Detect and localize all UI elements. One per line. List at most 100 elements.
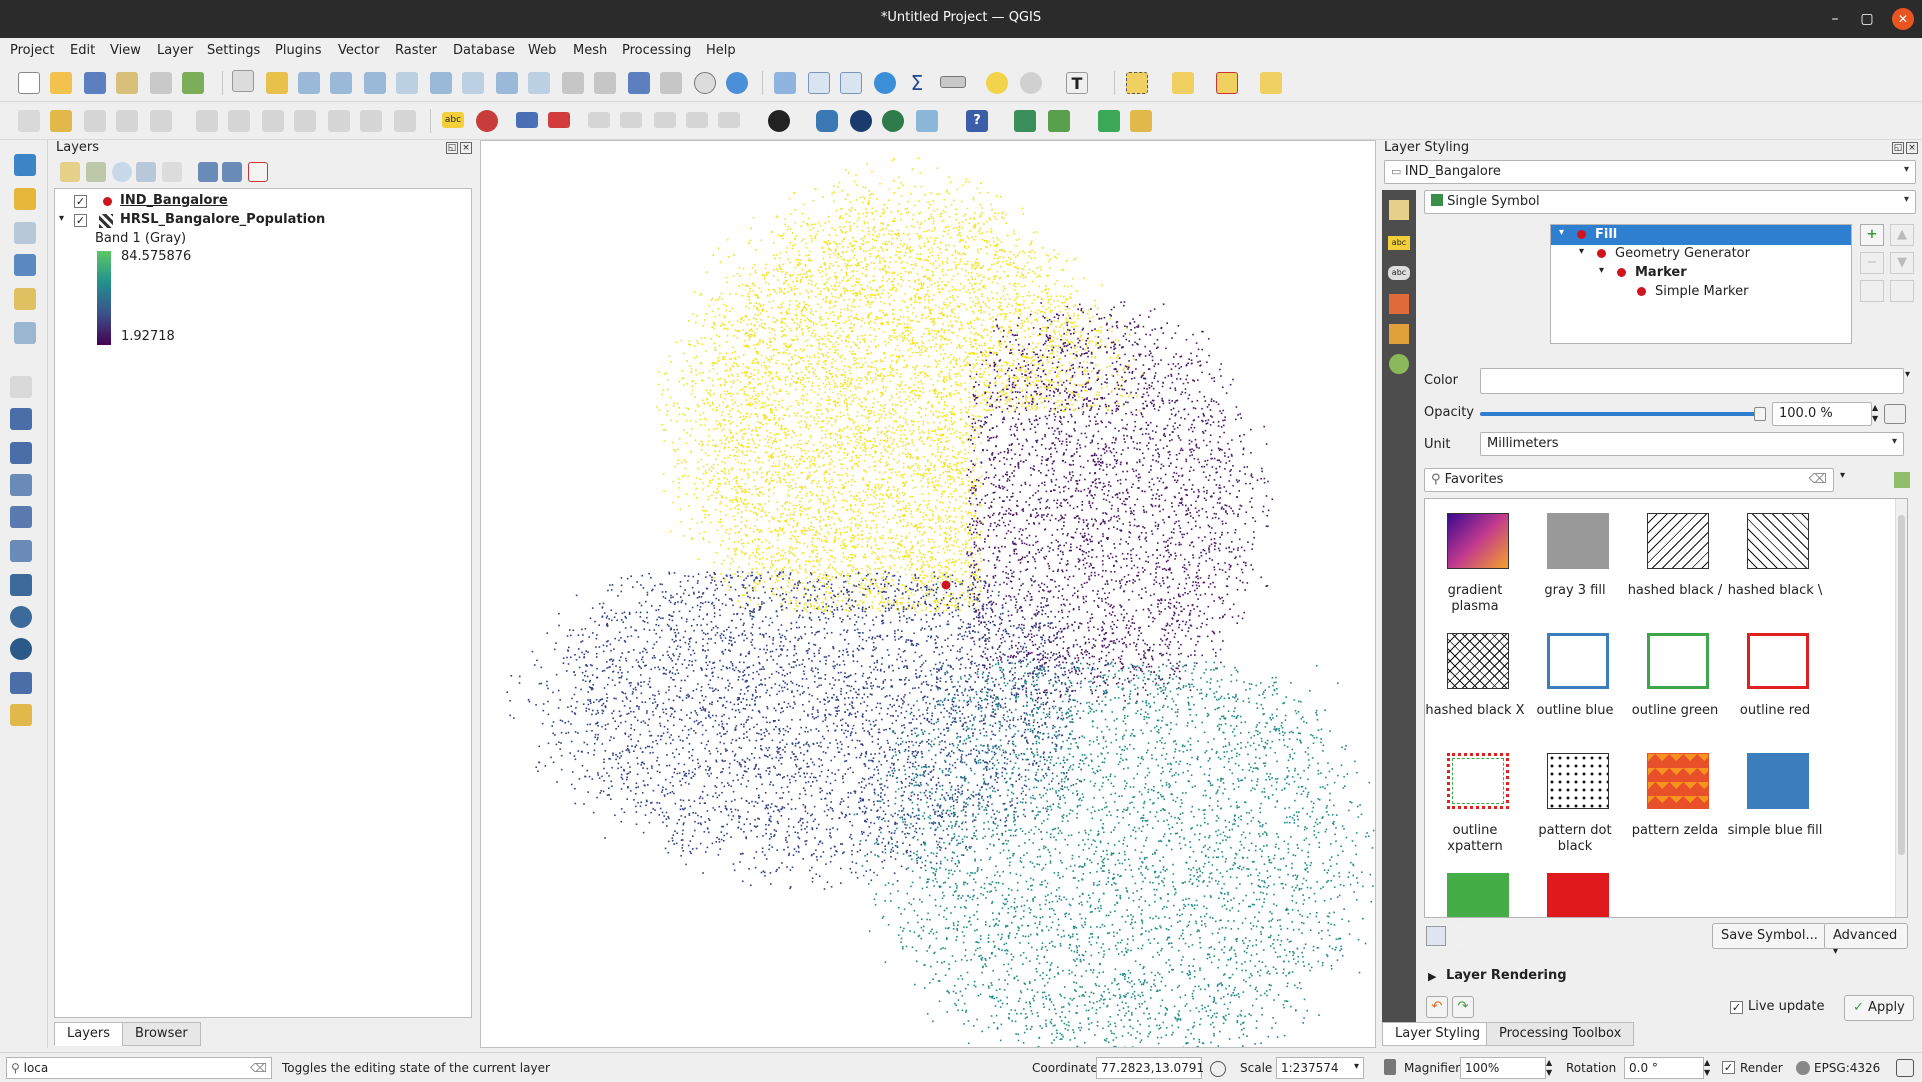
unpin-label-icon[interactable] xyxy=(718,112,740,128)
modify-attributes-icon[interactable] xyxy=(196,110,218,132)
live-update-checkbox[interactable]: ✓ xyxy=(1730,1001,1743,1014)
tree-item-fill[interactable]: Fill xyxy=(1595,227,1618,242)
zoom-native-icon[interactable] xyxy=(462,72,484,94)
add-mesh-layer-icon[interactable] xyxy=(10,442,32,464)
select-features-icon[interactable] xyxy=(1126,72,1148,94)
style-manager-icon[interactable] xyxy=(182,72,204,94)
minimize-button[interactable]: – xyxy=(1831,11,1839,27)
layer-combo[interactable]: ▭ IND_Bangalore ▾ xyxy=(1384,160,1916,184)
layer-rendering-label[interactable]: Layer Rendering xyxy=(1446,968,1567,983)
tab-layer-styling[interactable]: Layer Styling xyxy=(1382,1022,1494,1046)
new-print-layout-icon[interactable] xyxy=(116,72,138,94)
tree-item-geometry-generator[interactable]: Geometry Generator xyxy=(1615,246,1750,261)
symbol-grid-scrollbar[interactable] xyxy=(1895,499,1907,917)
list-view-icon[interactable] xyxy=(1450,926,1470,946)
expand-arrow-icon[interactable]: ▶ xyxy=(1428,970,1437,983)
symbol-outline-xpattern[interactable]: outline xpattern xyxy=(1425,753,1525,868)
diagram-icon[interactable] xyxy=(476,110,498,132)
search-dropdown-icon[interactable]: ▾ xyxy=(1840,470,1846,481)
menu-web[interactable]: Web xyxy=(528,43,557,58)
zoom-out-icon[interactable] xyxy=(330,72,352,94)
identify-features-icon[interactable] xyxy=(774,72,796,94)
add-vector-layer-icon[interactable] xyxy=(10,376,32,398)
add-layer-icon[interactable]: + xyxy=(1860,224,1884,246)
messages-icon[interactable] xyxy=(1896,1059,1914,1077)
menu-processing[interactable]: Processing xyxy=(622,43,692,58)
duplicate-layer-icon[interactable] xyxy=(1860,280,1884,302)
zoom-last-icon[interactable] xyxy=(496,72,518,94)
change-label-icon[interactable] xyxy=(654,112,676,128)
add-wms-icon[interactable] xyxy=(10,606,32,628)
undo-icon[interactable] xyxy=(360,110,382,132)
close-panel-button[interactable]: × xyxy=(1906,142,1918,154)
layer-styling-icon[interactable] xyxy=(60,162,80,182)
opacity-slider-handle[interactable] xyxy=(1754,407,1766,421)
new-3d-view-icon[interactable] xyxy=(594,72,616,94)
filter-expression-icon[interactable] xyxy=(162,162,182,182)
symbol-gray-3-fill[interactable]: gray 3 fill xyxy=(1525,513,1625,628)
symbol-outline-red[interactable]: outline red xyxy=(1725,633,1825,748)
new-bookmark-icon[interactable] xyxy=(628,72,650,94)
menu-settings[interactable]: Settings xyxy=(207,43,261,58)
unit-combo[interactable]: Millimeters ▾ xyxy=(1480,432,1904,456)
new-virtual-layer-icon[interactable] xyxy=(14,322,36,344)
collapse-arrow-icon[interactable]: ▾ xyxy=(59,213,65,224)
field-calculator-icon[interactable] xyxy=(840,72,862,94)
save-project-icon[interactable] xyxy=(84,72,106,94)
redo-icon[interactable] xyxy=(394,110,416,132)
menu-help[interactable]: Help xyxy=(706,43,736,58)
color-button[interactable] xyxy=(1480,368,1904,394)
coordinate-field[interactable]: 77.2823,13.0791 xyxy=(1096,1057,1204,1079)
labels-tab-icon[interactable]: abc xyxy=(1388,236,1410,250)
menu-vector[interactable]: Vector xyxy=(338,43,380,58)
pin-labels-icon[interactable] xyxy=(516,112,538,128)
close-panel-button[interactable]: × xyxy=(460,142,472,154)
color-dropdown-icon[interactable]: ▾ xyxy=(1905,369,1911,380)
scrollbar-thumb[interactable] xyxy=(1898,515,1905,855)
tree-arrow-icon[interactable]: ▾ xyxy=(1579,246,1585,257)
plugin-b-icon[interactable] xyxy=(1048,110,1070,132)
rotate-label-icon[interactable] xyxy=(620,112,642,128)
menu-edit[interactable]: Edit xyxy=(70,43,96,58)
float-panel-button[interactable]: ◱ xyxy=(446,142,458,154)
select-location-icon[interactable] xyxy=(1260,72,1282,94)
spin-arrows-icon[interactable]: ▲ ▼ xyxy=(1704,1058,1711,1077)
select-by-value-icon[interactable] xyxy=(1172,72,1194,94)
filter-legend-icon[interactable] xyxy=(136,162,156,182)
show-bookmarks-icon[interactable] xyxy=(660,72,682,94)
show-labels-icon[interactable] xyxy=(548,112,570,128)
deselect-all-icon[interactable] xyxy=(1216,72,1238,94)
masks-tab-icon[interactable]: abc xyxy=(1388,266,1410,280)
menu-raster[interactable]: Raster xyxy=(395,43,437,58)
attribute-table-icon[interactable] xyxy=(808,72,830,94)
tab-processing-toolbox[interactable]: Processing Toolbox xyxy=(1486,1022,1635,1046)
float-panel-button[interactable]: ◱ xyxy=(1892,142,1904,154)
symbol-tree-row-selected[interactable] xyxy=(1551,225,1851,245)
layer-checkbox[interactable]: ✓ xyxy=(74,214,87,227)
map-tips-icon[interactable] xyxy=(986,72,1008,94)
symbol-gradient-plasma[interactable]: gradient plasma xyxy=(1425,513,1525,628)
remove-layer-icon[interactable] xyxy=(248,162,268,182)
apply-button[interactable]: ✓ Apply xyxy=(1844,995,1914,1021)
add-wfs-icon[interactable] xyxy=(10,638,32,660)
layout-manager-icon[interactable] xyxy=(150,72,172,94)
tab-layers[interactable]: Layers xyxy=(54,1022,124,1046)
move-label-icon[interactable] xyxy=(588,112,610,128)
menu-mesh[interactable]: Mesh xyxy=(573,43,608,58)
toggle-editing-icon[interactable] xyxy=(50,110,72,132)
opacity-slider-track[interactable] xyxy=(1480,407,1766,421)
magnifier-field[interactable]: 100% xyxy=(1460,1057,1546,1079)
opacity-spinbox[interactable]: 100.0 % xyxy=(1772,402,1872,426)
save-symbol-button[interactable]: Save Symbol... xyxy=(1712,923,1827,949)
georeferencer-icon[interactable] xyxy=(916,110,938,132)
copy-features-icon[interactable] xyxy=(294,110,316,132)
menu-project[interactable]: Project xyxy=(10,43,55,58)
symbol-hashed-black-slash[interactable]: hashed black / xyxy=(1625,513,1725,628)
measure-icon[interactable] xyxy=(940,76,966,88)
diagrams-tab-icon[interactable] xyxy=(1389,324,1409,344)
scale-dropdown-icon[interactable]: ▾ xyxy=(1354,1061,1360,1072)
tree-arrow-icon[interactable]: ▾ xyxy=(1599,265,1605,276)
add-group-icon[interactable] xyxy=(86,162,106,182)
clear-search-icon[interactable]: ⌫ xyxy=(250,1061,267,1075)
maximize-button[interactable]: ▢ xyxy=(1860,11,1874,27)
